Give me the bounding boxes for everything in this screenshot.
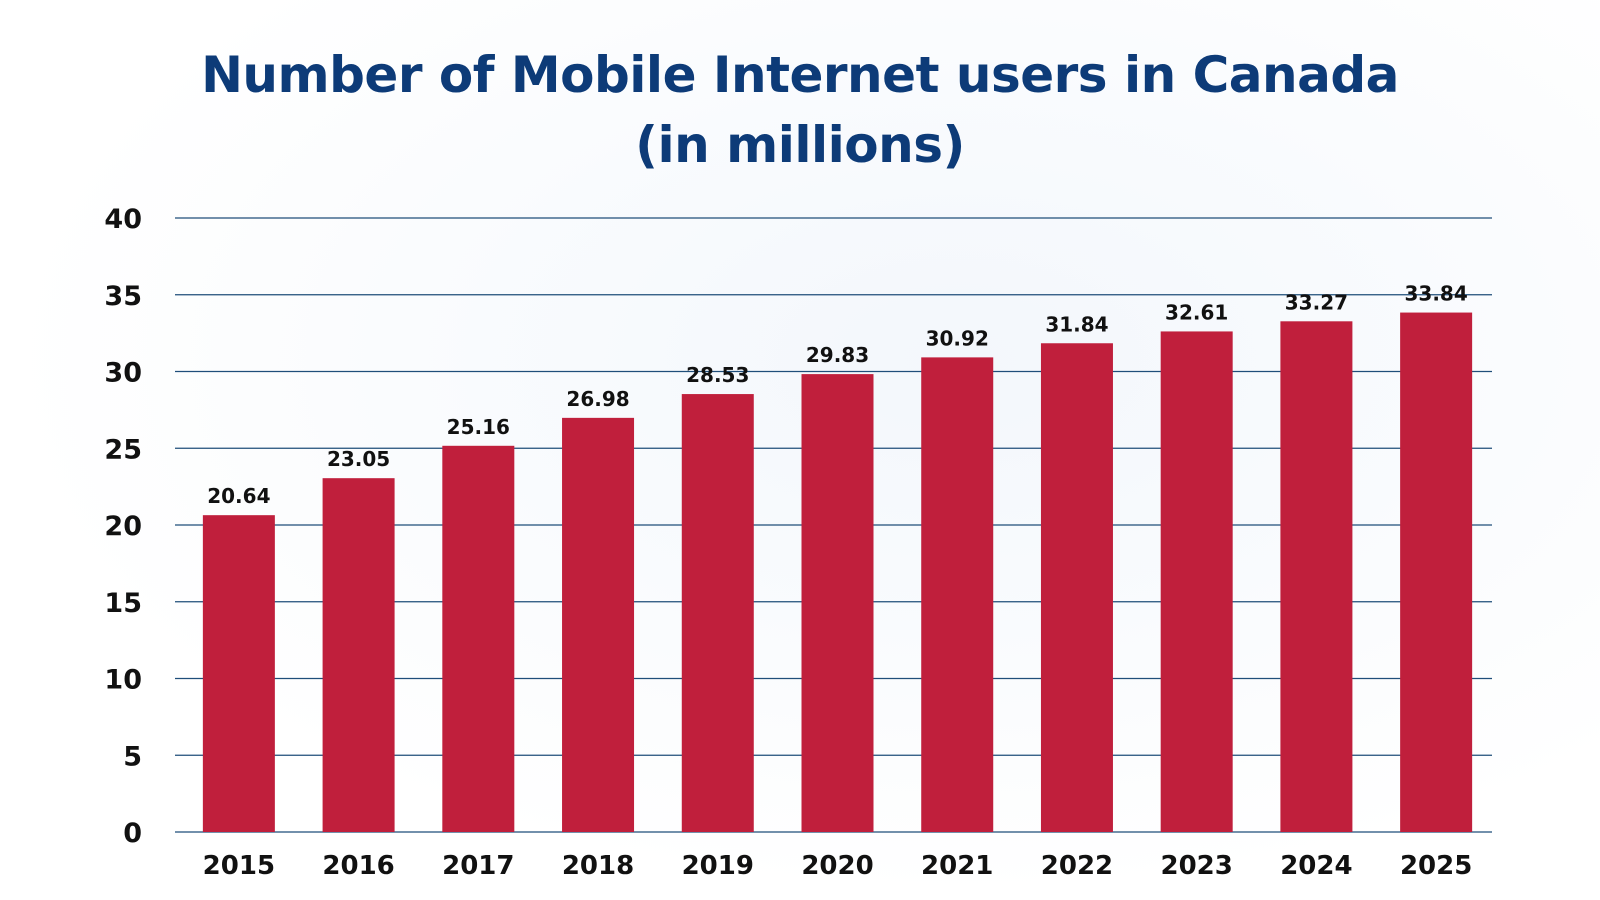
- bar-2016: [322, 478, 395, 832]
- x-tick-label-2015: 2015: [203, 851, 275, 881]
- data-label-2024: 33.27: [1285, 290, 1348, 314]
- bar-2024: [1280, 321, 1353, 832]
- bar-2023: [1160, 331, 1233, 832]
- bar-2020: [801, 374, 874, 832]
- bar-2021: [921, 357, 994, 832]
- data-label-2020: 29.83: [806, 343, 869, 367]
- labels-layer: 051015202530354020.64201523.05201625.162…: [104, 204, 1472, 881]
- chart-title: Number of Mobile Internet users in Canad…: [0, 40, 1600, 180]
- x-tick-label-2025: 2025: [1400, 851, 1472, 881]
- data-label-2016: 23.05: [327, 447, 390, 471]
- x-tick-label-2016: 2016: [322, 851, 394, 881]
- data-label-2025: 33.84: [1405, 282, 1468, 306]
- y-tick-label: 0: [123, 818, 142, 849]
- bar-2015: [202, 515, 275, 832]
- bar-2022: [1040, 343, 1113, 832]
- data-label-2017: 25.16: [447, 415, 510, 439]
- x-tick-label-2022: 2022: [1041, 851, 1113, 881]
- y-tick-label: 20: [104, 511, 142, 542]
- chart-title-line-2: (in millions): [635, 116, 965, 174]
- y-tick-label: 25: [104, 434, 142, 465]
- y-tick-label: 30: [104, 358, 142, 389]
- x-tick-label-2020: 2020: [801, 851, 873, 881]
- bar-2025: [1400, 312, 1473, 832]
- x-tick-label-2024: 2024: [1280, 851, 1352, 881]
- data-label-2019: 28.53: [686, 363, 749, 387]
- bars-layer: [202, 312, 1473, 832]
- data-label-2018: 26.98: [566, 387, 629, 411]
- x-tick-label-2023: 2023: [1160, 851, 1232, 881]
- y-tick-label: 40: [104, 204, 142, 235]
- data-label-2015: 20.64: [207, 484, 270, 508]
- data-label-2021: 30.92: [926, 326, 989, 350]
- chart-title-line-1: Number of Mobile Internet users in Canad…: [201, 46, 1399, 104]
- bar-2019: [681, 394, 754, 832]
- bar-2017: [442, 445, 515, 832]
- data-label-2023: 32.61: [1165, 300, 1228, 324]
- x-tick-label-2018: 2018: [562, 851, 634, 881]
- bar-2018: [562, 417, 635, 832]
- x-tick-label-2021: 2021: [921, 851, 993, 881]
- y-tick-label: 15: [104, 588, 142, 619]
- y-tick-label: 10: [104, 665, 142, 696]
- y-tick-label: 35: [104, 281, 142, 312]
- x-tick-label-2019: 2019: [682, 851, 754, 881]
- data-label-2022: 31.84: [1045, 312, 1108, 336]
- x-tick-label-2017: 2017: [442, 851, 514, 881]
- y-tick-label: 5: [123, 741, 142, 772]
